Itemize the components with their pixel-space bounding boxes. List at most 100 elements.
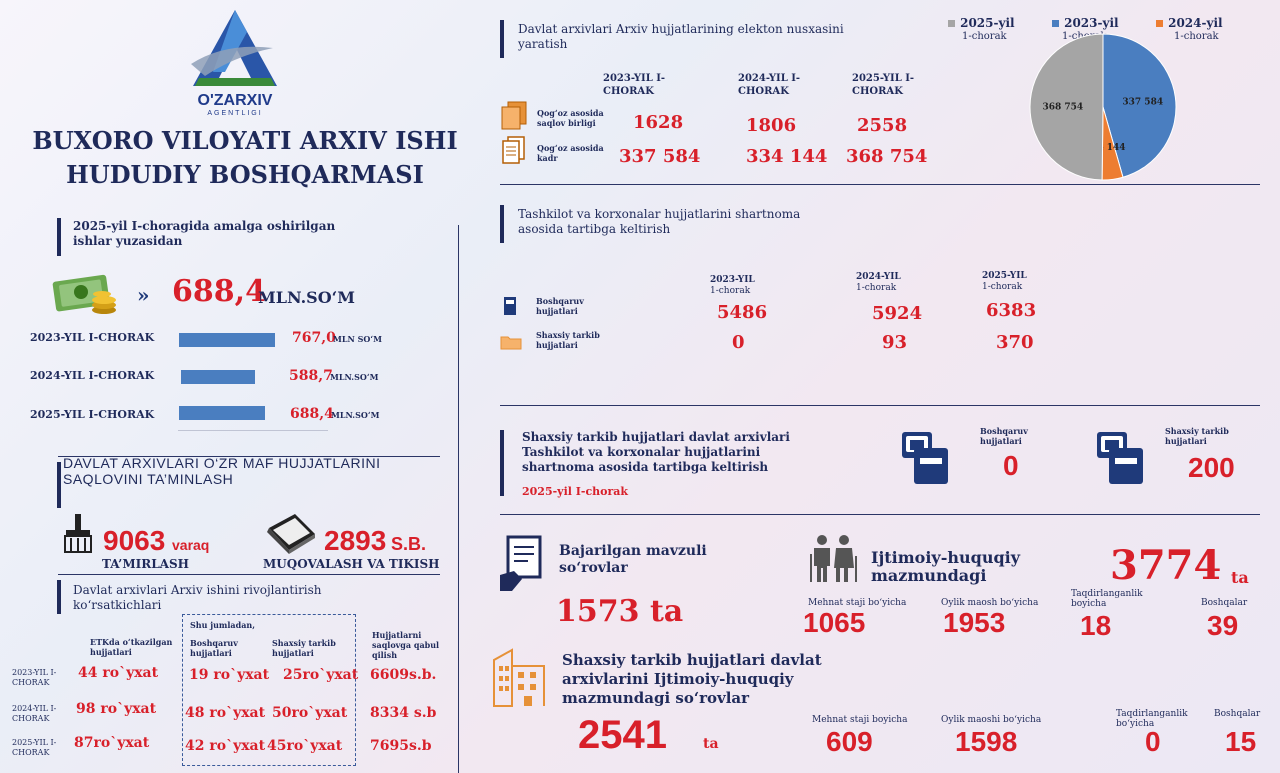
- contracts-row2-label: Shaxsiy tarkib hujjatlari: [536, 330, 600, 350]
- personal-title-line2: Tashkilot va korxonalar hujjatlarini: [522, 445, 761, 459]
- pers-item-value: 0: [1145, 726, 1161, 757]
- pers-item-value: 1598: [955, 726, 1018, 757]
- social-title-line1: Ijtimoiy-huquqiy: [871, 548, 1021, 567]
- social-item-value: 1065: [803, 607, 866, 638]
- personal-period: 2025-yil I-chorak: [522, 485, 629, 498]
- legend-swatch: [1052, 20, 1059, 27]
- pie-slice-label: 368 754: [1042, 103, 1083, 113]
- social-item-value: 1953: [943, 607, 1006, 638]
- income-axis: [178, 430, 328, 431]
- contracts-col-quarter: 1-chorak: [710, 286, 751, 296]
- dev-bosh: 42 ro`yxat: [185, 738, 266, 754]
- divider: [58, 456, 440, 457]
- dev-shax: 50ro`yxat: [272, 705, 348, 721]
- income-section-title: 2025-yil I-choragida amalga oshirilgan i…: [73, 219, 335, 249]
- social-item-label: Oylik maosh bo‘yicha: [941, 598, 1039, 608]
- pie-slice-label: 337 584: [1122, 97, 1163, 107]
- contracts-title-line1: Tashkilot va korxonalar hujjatlarini sha…: [518, 207, 801, 221]
- file-cabinet-icon: [898, 428, 950, 490]
- pie-chart: 337 584 34 144 368 754: [1029, 33, 1177, 181]
- digital-value: 368 754: [846, 146, 928, 167]
- personal-title-line1: Shaxsiy tarkib hujjatlari davlat arxivla…: [522, 430, 790, 444]
- personal-item2-label: Shaxsiy tarkib hujjatlari: [1165, 426, 1229, 446]
- social-item-label: Taqdirlanganlik boyicha: [1071, 589, 1143, 609]
- pers-item-label: Oylik maoshi bo‘yicha: [941, 715, 1042, 725]
- pie-slice: [1102, 33, 1177, 178]
- income-title-line2: ishlar yuzasidan: [73, 234, 183, 248]
- pers-title: Shaxsiy tarkib hujjatlari davlat arxivla…: [562, 651, 822, 708]
- income-row-label: 2025-YIL I-CHORAK: [30, 408, 155, 421]
- section-marker: [57, 462, 61, 508]
- contracts-value: 0: [732, 332, 745, 353]
- income-row-value: 767,0: [292, 330, 336, 346]
- dev-shax: 25ro`yxat: [283, 667, 359, 683]
- contracts-row1-label: Boshqaruv hujjatlari: [536, 296, 584, 316]
- digital-col-2025: 2025-YIL I-CHORAK: [852, 73, 915, 97]
- contracts-col: 2024-YIL 1-chorak: [856, 272, 901, 294]
- digital-col-2024: 2024-YIL I-CHORAK: [738, 73, 801, 97]
- digital-row2-label: Qog‘oz asosida kadr: [537, 143, 604, 163]
- binding-label: MUQOVALASH VA TIKISH: [263, 557, 440, 571]
- page-title: BUXORO VILOYATI ARXIV ISHI HUDUDIY BOSHQ…: [10, 124, 480, 192]
- legend-swatch: [948, 20, 955, 27]
- legend-item: 2025-yil 1-chorak: [948, 12, 1015, 42]
- dev-row-year: 2024-YIL I-CHORAK: [12, 704, 57, 723]
- development-title: Davlat arxivlari Arxiv ishini rivojlanti…: [73, 583, 322, 613]
- section-marker: [500, 205, 504, 243]
- divider: [500, 405, 1260, 406]
- legend-sub: 1-chorak: [1174, 31, 1219, 42]
- dev-bosh: 19 ro`yxat: [189, 667, 270, 683]
- preservation-title-line2: SAQLOVINI TA’MINLASH: [63, 471, 234, 487]
- col-boshqaruv: Boshqaruv hujjatlari: [190, 638, 238, 658]
- pers-title-line1: Shaxsiy tarkib hujjatlari davlat: [562, 651, 822, 669]
- document-icon: [500, 135, 528, 169]
- preservation-title: DAVLAT ARXIVLARI O‘ZR MAF HUJJATLARINI S…: [63, 455, 380, 487]
- repair-value: 9063: [103, 525, 166, 556]
- personal-item1-label: Boshqaruv hujjatlari: [980, 426, 1028, 446]
- section-marker: [57, 580, 61, 614]
- digital-title: Davlat arxivlari Arxiv hujjatlarining el…: [518, 22, 844, 52]
- contracts-col: 2023-YIL 1-chorak: [710, 275, 755, 297]
- pers-item-label: Boshqalar: [1214, 709, 1261, 719]
- social-unit: ta: [1231, 568, 1249, 587]
- income-bar: [179, 406, 265, 420]
- dev-row-year: 2023-YIL I-CHORAK: [12, 668, 57, 687]
- contracts-col-quarter: 1-chorak: [856, 283, 897, 293]
- box-title: Shu jumladan,: [190, 620, 255, 630]
- contracts-value: 6383: [986, 300, 1037, 321]
- included-box: [182, 614, 356, 766]
- dev-row-year: 2025-YIL I-CHORAK: [12, 738, 57, 757]
- thematic-value: 1573 ta: [556, 594, 684, 629]
- legend-label: 2025-yil: [960, 16, 1015, 30]
- contracts-value: 5924: [872, 303, 923, 324]
- income-total-value: 688,4: [172, 274, 266, 309]
- income-row-label: 2023-YIL I-CHORAK: [30, 331, 155, 344]
- legend-label: 2024-yil: [1168, 16, 1223, 30]
- book-icon: [265, 510, 317, 560]
- contracts-col-year: 2023-YIL: [710, 275, 755, 285]
- digital-value: 334 144: [746, 146, 828, 167]
- pie-slice-label: 34 144: [1091, 143, 1125, 153]
- contracts-value: 93: [882, 332, 908, 353]
- dev-shax: 45ro`yxat: [267, 738, 343, 754]
- section-marker: [57, 218, 61, 256]
- logo: O'ZARXIV AGENTLIGI: [185, 6, 285, 117]
- money-icon: [52, 272, 122, 320]
- page-title-line1: BUXORO VILOYATI ARXIV ISHI: [32, 126, 458, 155]
- divider: [58, 574, 440, 575]
- digital-value: 337 584: [619, 146, 701, 167]
- contracts-title: Tashkilot va korxonalar hujjatlarini sha…: [518, 207, 800, 237]
- contracts-title-line2: asosida tartibga keltirish: [518, 222, 671, 236]
- digital-title-line1: Davlat arxivlari Arxiv hujjatlarining el…: [518, 22, 844, 36]
- logo-name: O'ZARXIV: [197, 92, 273, 109]
- digital-value: 1628: [633, 112, 684, 133]
- income-total-unit: MLN.SO‘M: [258, 288, 355, 307]
- income-bar: [181, 370, 255, 384]
- personal-title-line3: shartnoma asosida tartibga keltirish: [522, 460, 769, 474]
- dev-qabul: 6609s.b.: [370, 667, 437, 683]
- social-item-value: 39: [1207, 610, 1239, 641]
- page-title-line2: HUDUDIY BOSHQARMASI: [66, 160, 424, 189]
- pers-title-line2: arxivlarini Ijtimoiy-huquqiy: [562, 670, 794, 688]
- personal-item1-value: 0: [1003, 450, 1019, 481]
- pers-value: 2541: [578, 713, 667, 757]
